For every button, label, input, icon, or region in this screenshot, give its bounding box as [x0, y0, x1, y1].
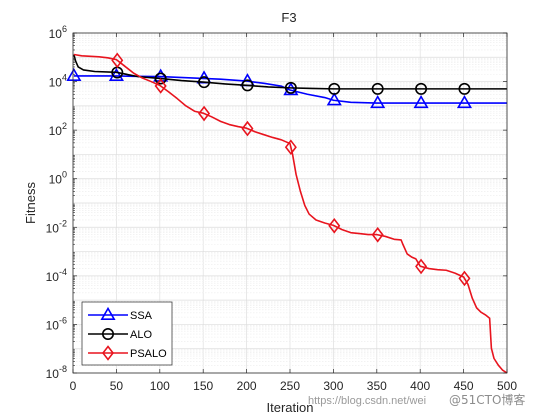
- y-tick-label: 100: [49, 170, 67, 187]
- x-tick-label: 300: [323, 379, 343, 393]
- data-point-ssa: [326, 92, 342, 106]
- data-point-psalo: [154, 78, 167, 94]
- data-point-alo: [371, 82, 384, 95]
- legend: SSA ALO PSALO: [81, 301, 173, 366]
- x-tick-label: 0: [70, 379, 77, 393]
- data-point-ssa: [283, 82, 299, 96]
- y-axis-label: Fitness: [23, 182, 38, 224]
- x-axis-label: Iteration: [267, 400, 314, 415]
- legend-marker-psalo: [101, 345, 115, 361]
- legend-label-psalo: PSALO: [130, 348, 167, 360]
- y-tick-label: 106: [49, 24, 67, 41]
- series-line-alo: [73, 54, 507, 90]
- x-tick-label: 450: [454, 379, 474, 393]
- data-point-alo: [284, 81, 297, 94]
- data-point-psalo: [415, 258, 428, 275]
- x-tick-label: 500: [497, 379, 517, 393]
- legend-label-ssa: SSA: [130, 310, 153, 322]
- x-tick-label: 50: [110, 379, 124, 393]
- data-point-alo: [154, 72, 167, 85]
- data-point-ssa: [456, 94, 473, 109]
- data-point-psalo: [458, 270, 471, 287]
- y-tick-label: 10-8: [46, 364, 67, 381]
- data-point-alo: [415, 82, 428, 95]
- y-tick-label: 104: [49, 73, 67, 90]
- data-point-psalo: [328, 217, 341, 234]
- data-point-psalo: [198, 105, 211, 122]
- y-tick-label: 10-6: [46, 315, 67, 332]
- series-alo: [73, 54, 507, 95]
- data-point-alo: [328, 82, 341, 95]
- y-axis-ticks: 10-8 10-6 10-4 10-2 100 102 104 106: [46, 24, 507, 381]
- x-tick-label: 250: [280, 379, 300, 393]
- legend-marker-ssa: [100, 306, 116, 321]
- data-point-ssa: [370, 94, 386, 109]
- data-point-ssa: [66, 67, 82, 81]
- data-point-alo: [198, 76, 211, 89]
- series-psalo: [73, 52, 508, 374]
- data-point-psalo: [371, 226, 384, 243]
- data-point-alo: [458, 82, 471, 95]
- y-tick-label: 102: [49, 121, 67, 138]
- data-point-ssa: [413, 94, 429, 109]
- y-tick-label: 10-2: [46, 218, 67, 235]
- x-tick-label: 150: [193, 379, 213, 393]
- x-axis-ticks: 0 50 100 150 200 250 300 350 400 450 500: [70, 33, 517, 393]
- data-point-psalo: [111, 52, 124, 69]
- x-tick-label: 400: [410, 379, 430, 393]
- x-tick-label: 350: [367, 379, 387, 393]
- legend-label-alo: ALO: [130, 329, 152, 341]
- series-layer: [66, 52, 508, 374]
- watermark-brand: @51CTO博客: [449, 392, 525, 407]
- legend-entries: SSA ALO PSALO: [88, 306, 167, 361]
- data-point-ssa: [153, 68, 169, 82]
- y-tick-label: 10-4: [46, 267, 67, 284]
- data-point-psalo: [241, 120, 254, 137]
- chart-title: F3: [281, 10, 296, 25]
- legend-marker-alo: [102, 327, 115, 340]
- data-point-alo: [241, 79, 254, 92]
- watermark-url: https://blog.csdn.net/wei: [308, 395, 426, 407]
- data-point-psalo: [284, 139, 297, 156]
- x-tick-label: 100: [150, 379, 170, 393]
- x-tick-label: 200: [237, 379, 257, 393]
